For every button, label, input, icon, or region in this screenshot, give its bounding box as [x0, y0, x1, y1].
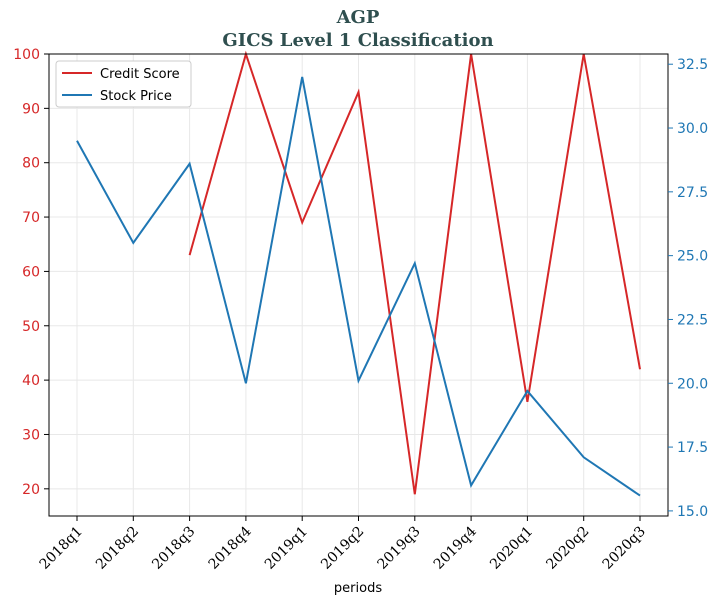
data-point-credit-score	[414, 493, 416, 495]
left-tick-label: 80	[22, 156, 40, 172]
left-tick-label: 100	[13, 47, 40, 63]
x-tick-label: 2018q2	[93, 524, 142, 573]
left-tick-label: 40	[22, 373, 40, 389]
left-tick-label: 70	[22, 210, 40, 226]
data-point-stock-price	[76, 140, 78, 142]
x-tick-label: 2019q1	[262, 524, 311, 573]
x-axis: 2018q1 2018q2 2018q3 2018q4 2019q1 2019q2 2019…	[37, 516, 649, 573]
x-tick-label: 2018q4	[206, 523, 255, 572]
data-point-credit-score	[526, 401, 528, 403]
data-point-stock-price	[639, 495, 641, 497]
data-point-stock-price	[245, 382, 247, 384]
data-point-stock-price	[358, 380, 360, 382]
chart-subtitle: GICS Level 1 Classification	[222, 30, 493, 51]
x-tick-label: 2020q3	[600, 524, 649, 573]
right-tick-label: 30.0	[677, 121, 708, 137]
data-point-credit-score	[301, 221, 303, 223]
right-tick-label: 32.5	[677, 57, 708, 73]
x-tick-label: 2020q1	[487, 524, 536, 573]
chart-title: AGP	[336, 7, 380, 28]
data-point-credit-score	[639, 368, 641, 370]
data-point-stock-price	[526, 390, 528, 392]
x-tick-label: 2020q2	[543, 524, 592, 573]
left-tick-label: 90	[22, 101, 40, 117]
data-point-credit-score	[189, 254, 191, 256]
left-axis: 20 30 40 50 60 70 80 90 100	[13, 47, 49, 498]
left-tick-label: 60	[22, 264, 40, 280]
series-line-stock-price	[76, 76, 641, 497]
left-tick-label: 50	[22, 319, 40, 335]
right-axis: 15.0 17.5 20.0 22.5 25.0 27.5 30.0 32.5	[668, 57, 708, 520]
x-axis-label: periods	[334, 581, 382, 596]
x-tick-label: 2018q3	[149, 524, 198, 573]
x-tick-label: 2019q3	[374, 524, 423, 573]
right-tick-label: 20.0	[677, 376, 708, 392]
series-layer	[76, 50, 641, 497]
data-point-stock-price	[132, 242, 134, 244]
data-point-stock-price	[189, 163, 191, 165]
left-tick-label: 20	[22, 482, 40, 498]
data-point-stock-price	[414, 262, 416, 264]
x-tick-label: 2019q4	[431, 523, 480, 572]
legend: Credit Score Stock Price	[55, 60, 192, 108]
series-line-credit-score	[188, 50, 641, 495]
left-tick-label: 30	[22, 427, 40, 443]
right-tick-label: 15.0	[677, 504, 708, 520]
legend-label-stock-price: Stock Price	[100, 89, 172, 104]
data-point-stock-price	[583, 456, 585, 458]
x-tick-label: 2019q2	[318, 524, 367, 573]
right-tick-label: 22.5	[677, 312, 708, 328]
data-point-credit-score	[358, 91, 360, 93]
data-point-stock-price	[301, 76, 303, 78]
data-point-stock-price	[470, 484, 472, 486]
right-tick-label: 27.5	[677, 185, 708, 201]
right-tick-label: 17.5	[677, 440, 708, 456]
right-tick-label: 25.0	[677, 249, 708, 265]
legend-label-credit-score: Credit Score	[100, 67, 180, 82]
x-tick-label: 2018q1	[37, 524, 86, 573]
